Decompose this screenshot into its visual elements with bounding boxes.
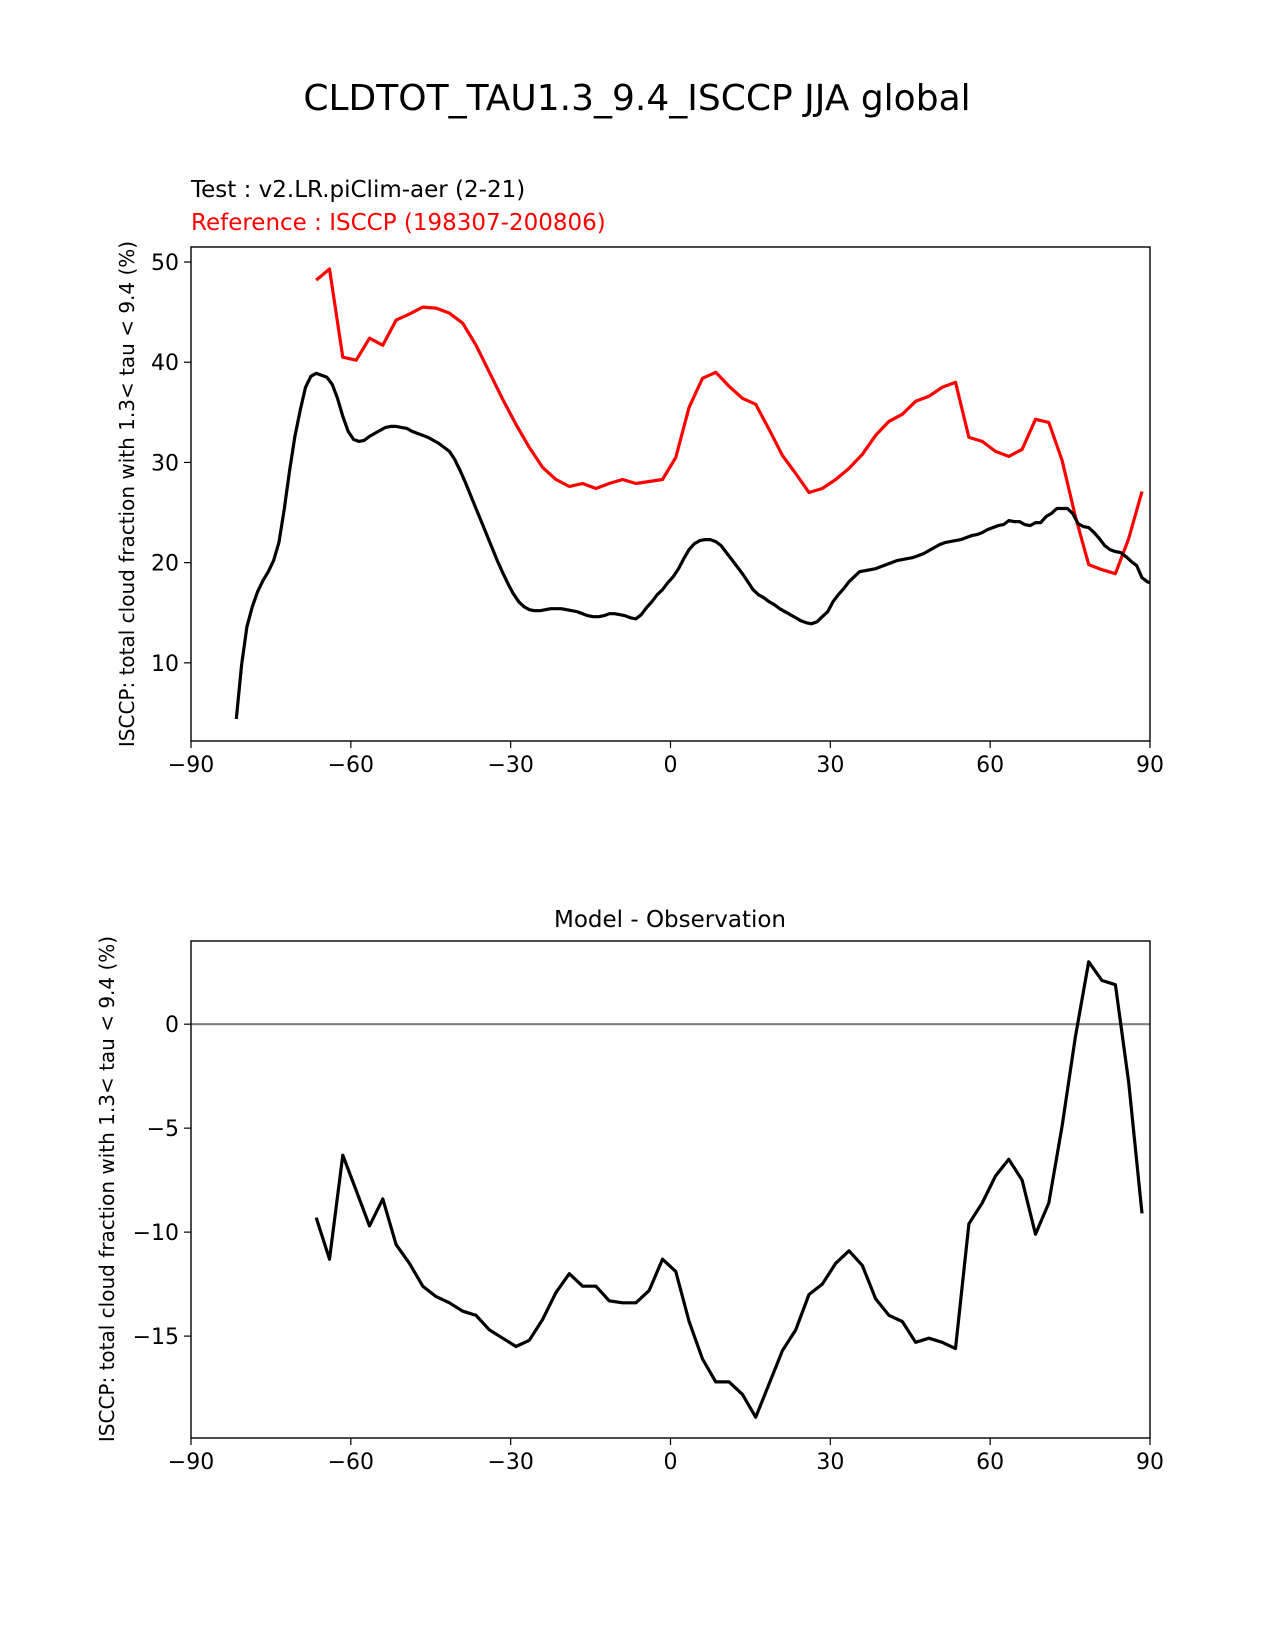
bottom-y-tick-label: 0 (165, 1013, 179, 1038)
bottom-difference-series-line (314, 960, 1144, 1419)
bottom-x-tick-label: 30 (816, 1450, 844, 1475)
top-test-series-line (234, 371, 1151, 720)
top-y-tick-label: 30 (151, 451, 179, 476)
top-x-tick-label: 60 (976, 753, 1004, 778)
bottom-panel: Model - Observation −90 −60 −30 0 30 60 90 −15 −… (95, 907, 1164, 1475)
bottom-y-tick-label: −10 (133, 1221, 179, 1246)
top-y-tick-label: 50 (151, 251, 179, 276)
bottom-y-tick-label: −5 (147, 1117, 179, 1142)
top-y-axis-label: ISCCP: total cloud fraction with 1.3< ta… (115, 241, 139, 747)
reference-label: Reference : ISCCP (198307-200806) (191, 210, 606, 236)
top-y-tick-label: 20 (151, 552, 179, 577)
test-label: Test : v2.LR.piClim-aer (2-21) (190, 177, 525, 203)
top-y-tick-label: 10 (151, 652, 179, 677)
top-panel: Test : v2.LR.piClim-aer (2-21) Reference… (115, 177, 1164, 778)
top-x-tick-label: 90 (1136, 753, 1164, 778)
top-x-tick-label: 0 (664, 753, 678, 778)
top-reference-series-line (315, 267, 1144, 576)
top-x-tick-label: −60 (328, 753, 374, 778)
top-y-tick-label: 40 (151, 351, 179, 376)
top-x-tick-label: −30 (487, 753, 533, 778)
bottom-x-tick-label: −30 (487, 1450, 533, 1475)
bottom-x-tick-label: −90 (168, 1450, 214, 1475)
bottom-plot-title: Model - Observation (554, 907, 786, 933)
bottom-x-tick-label: 90 (1136, 1450, 1164, 1475)
top-x-tick-label: 30 (816, 753, 844, 778)
bottom-x-tick-label: 60 (976, 1450, 1004, 1475)
bottom-y-axis-label: ISCCP: total cloud fraction with 1.3< ta… (95, 936, 119, 1442)
bottom-x-tick-label: 0 (664, 1450, 678, 1475)
figure-title: CLDTOT_TAU1.3_9.4_ISCCP JJA global (303, 78, 970, 119)
top-x-tick-label: −90 (168, 753, 214, 778)
bottom-y-tick-label: −15 (133, 1325, 179, 1350)
bottom-x-tick-label: −60 (328, 1450, 374, 1475)
